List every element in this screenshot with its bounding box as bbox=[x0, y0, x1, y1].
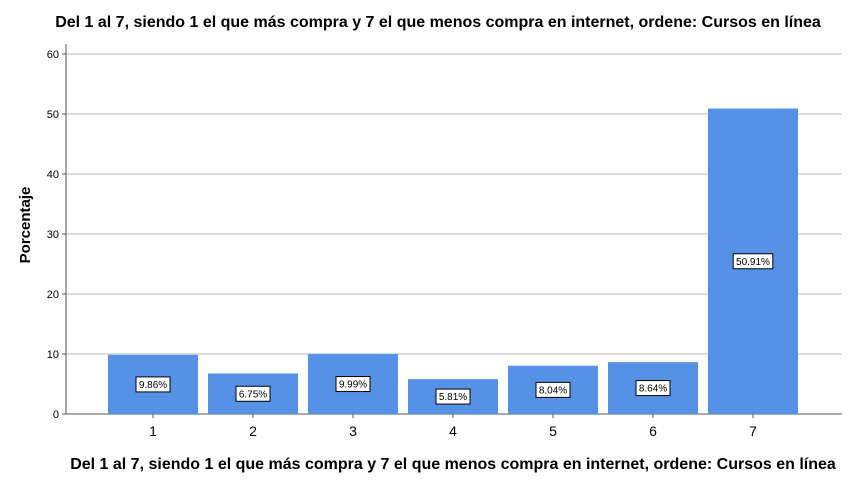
x-tick-label: 3 bbox=[349, 423, 357, 439]
data-label-box bbox=[435, 388, 471, 405]
x-tick-label: 6 bbox=[649, 423, 657, 439]
y-tick-label: 0 bbox=[53, 409, 59, 421]
y-tick-label: 30 bbox=[47, 229, 59, 241]
data-label: 8.64% bbox=[639, 384, 667, 395]
data-label: 8.04% bbox=[539, 385, 567, 396]
data-label-box bbox=[135, 376, 171, 393]
data-label: 50.91% bbox=[736, 257, 770, 268]
x-tick-label: 2 bbox=[249, 423, 257, 439]
bars bbox=[108, 108, 798, 414]
y-tick-label: 50 bbox=[47, 109, 59, 121]
y-tick-label: 60 bbox=[47, 49, 59, 61]
y-tick-label: 20 bbox=[47, 289, 59, 301]
data-label-box bbox=[335, 376, 371, 393]
y-tick-label: 40 bbox=[47, 169, 59, 181]
y-axis-label: Porcentaje bbox=[17, 187, 34, 264]
data-label: 9.99% bbox=[339, 380, 367, 391]
data-label: 6.75% bbox=[239, 389, 267, 400]
data-label-box bbox=[732, 253, 774, 270]
tick-labels: 0 10 20 30 40 50 60 1 2 3 4 5 6 7 bbox=[47, 49, 757, 439]
x-tick-label: 7 bbox=[749, 423, 757, 439]
data-label: 5.81% bbox=[439, 392, 467, 403]
x-tick-label: 5 bbox=[549, 423, 557, 439]
chart-title: Del 1 al 7, siendo 1 el que más compra y… bbox=[55, 14, 821, 31]
data-label-box bbox=[635, 380, 671, 397]
data-label: 9.86% bbox=[139, 380, 167, 391]
data-label-box bbox=[535, 381, 571, 398]
x-tick-label: 4 bbox=[449, 423, 457, 439]
data-labels: 9.86% 6.75% 9.99% 5.81% 8.04% 8.64% 50.91% bbox=[135, 253, 774, 405]
y-tick-label: 10 bbox=[47, 349, 59, 361]
x-tick-label: 1 bbox=[149, 423, 157, 439]
x-axis-label: Del 1 al 7, siendo 1 el que más compra y… bbox=[70, 456, 836, 473]
data-label-box bbox=[235, 385, 271, 402]
